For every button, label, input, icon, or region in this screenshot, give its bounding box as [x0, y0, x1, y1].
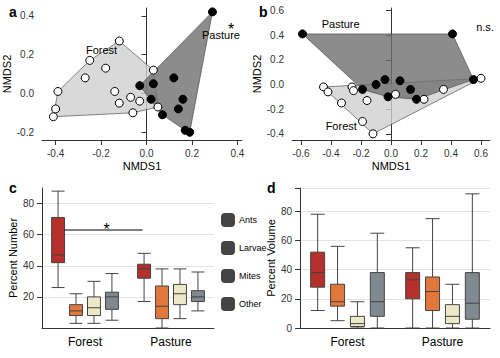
- svg-text:0.4: 0.4: [444, 148, 458, 159]
- svg-text:Percent Volume: Percent Volume: [265, 219, 277, 297]
- svg-text:-0.2: -0.2: [267, 104, 285, 115]
- svg-text:0.0: 0.0: [20, 88, 34, 99]
- svg-text:NMDS1: NMDS1: [123, 160, 162, 172]
- svg-text:0.0: 0.0: [384, 148, 398, 159]
- svg-text:Other: Other: [239, 299, 262, 309]
- svg-text:-0.6: -0.6: [292, 148, 310, 159]
- svg-text:60: 60: [281, 235, 293, 246]
- svg-text:Pasture: Pasture: [422, 335, 464, 349]
- svg-text:Forest: Forest: [326, 120, 357, 132]
- svg-text:Forest: Forest: [330, 335, 365, 349]
- svg-text:Pasture: Pasture: [202, 28, 240, 41]
- svg-text:*: *: [228, 21, 234, 38]
- svg-text:80: 80: [23, 198, 35, 209]
- svg-text:20: 20: [23, 291, 35, 302]
- svg-text:Forest: Forest: [68, 335, 103, 349]
- svg-text:0.2: 0.2: [20, 49, 34, 60]
- svg-text:Percent Number: Percent Number: [7, 218, 19, 298]
- svg-text:-0.2: -0.2: [17, 127, 35, 138]
- svg-text:20: 20: [281, 293, 293, 304]
- svg-text:60: 60: [23, 229, 35, 240]
- svg-text:-0.2: -0.2: [352, 148, 370, 159]
- svg-text:NMDS2: NMDS2: [1, 55, 13, 94]
- svg-text:Pasture: Pasture: [322, 18, 360, 30]
- svg-text:-0.4: -0.4: [322, 148, 340, 159]
- svg-text:NMDS1: NMDS1: [372, 160, 411, 172]
- svg-text:n.s.: n.s.: [476, 21, 494, 33]
- svg-text:-0.2: -0.2: [92, 148, 110, 159]
- svg-text:0.0: 0.0: [270, 79, 284, 90]
- svg-text:d: d: [267, 180, 276, 196]
- svg-text:0.2: 0.2: [414, 148, 428, 159]
- svg-text:c: c: [9, 180, 17, 196]
- svg-text:0.6: 0.6: [270, 5, 284, 16]
- svg-text:Ants: Ants: [239, 215, 258, 225]
- svg-text:b: b: [259, 4, 268, 20]
- svg-text:0.0: 0.0: [140, 148, 154, 159]
- svg-text:80: 80: [281, 206, 293, 217]
- svg-text:NMDS2: NMDS2: [251, 55, 263, 94]
- svg-text:-0.4: -0.4: [47, 148, 65, 159]
- svg-text:0.2: 0.2: [270, 54, 284, 65]
- svg-text:-0.4: -0.4: [267, 128, 285, 139]
- svg-text:0: 0: [286, 323, 292, 334]
- svg-text:0.4: 0.4: [20, 10, 34, 21]
- svg-text:Mites: Mites: [239, 271, 261, 281]
- svg-text:40: 40: [281, 264, 293, 275]
- svg-text:a: a: [9, 4, 17, 20]
- svg-text:Forest: Forest: [86, 44, 117, 56]
- svg-text:Larvae: Larvae: [239, 243, 267, 253]
- svg-text:40: 40: [23, 260, 35, 271]
- svg-text:0.2: 0.2: [185, 148, 199, 159]
- svg-text:*: *: [104, 221, 110, 238]
- svg-text:0.4: 0.4: [231, 148, 245, 159]
- svg-text:0.6: 0.6: [474, 148, 488, 159]
- svg-text:0.4: 0.4: [270, 30, 284, 41]
- svg-text:Pasture: Pasture: [150, 335, 192, 349]
